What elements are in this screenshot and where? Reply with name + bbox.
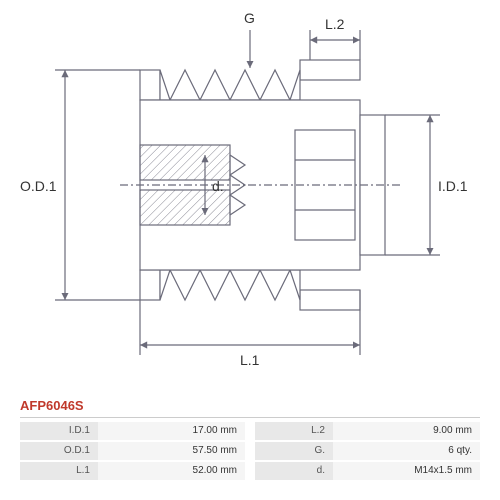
spec-key: L.1 — [20, 462, 98, 480]
label-l1: L.1 — [240, 352, 259, 368]
spec-key: O.D.1 — [20, 442, 98, 460]
technical-drawing: O.D.1 I.D.1 L.1 L.2 G d. — [0, 0, 500, 390]
spec-col-right: L.29.00 mmG.6 qty.d.M14x1.5 mm — [255, 422, 480, 482]
label-l2: L.2 — [325, 16, 344, 32]
spec-table: I.D.117.00 mmO.D.157.50 mmL.152.00 mm L.… — [20, 422, 480, 482]
label-g: G — [244, 10, 255, 26]
spec-row: G.6 qty. — [255, 442, 480, 460]
spec-row: O.D.157.50 mm — [20, 442, 245, 460]
spec-row: d.M14x1.5 mm — [255, 462, 480, 480]
spec-val: 6 qty. — [333, 442, 480, 460]
spec-row: L.29.00 mm — [255, 422, 480, 440]
spec-key: L.2 — [255, 422, 333, 440]
spec-val: 17.00 mm — [98, 422, 245, 440]
spec-key: I.D.1 — [20, 422, 98, 440]
spec-val: 9.00 mm — [333, 422, 480, 440]
spec-val: M14x1.5 mm — [333, 462, 480, 480]
label-od1: O.D.1 — [20, 178, 57, 194]
label-d: d. — [212, 178, 224, 194]
spec-key: d. — [255, 462, 333, 480]
spec-val: 52.00 mm — [98, 462, 245, 480]
spec-val: 57.50 mm — [98, 442, 245, 460]
spec-table-area: AFP6046S I.D.117.00 mmO.D.157.50 mmL.152… — [0, 390, 500, 482]
spec-col-left: I.D.117.00 mmO.D.157.50 mmL.152.00 mm — [20, 422, 245, 482]
spec-row: L.152.00 mm — [20, 462, 245, 480]
spec-row: I.D.117.00 mm — [20, 422, 245, 440]
part-number: AFP6046S — [20, 398, 480, 418]
label-id1: I.D.1 — [438, 178, 468, 194]
spec-key: G. — [255, 442, 333, 460]
